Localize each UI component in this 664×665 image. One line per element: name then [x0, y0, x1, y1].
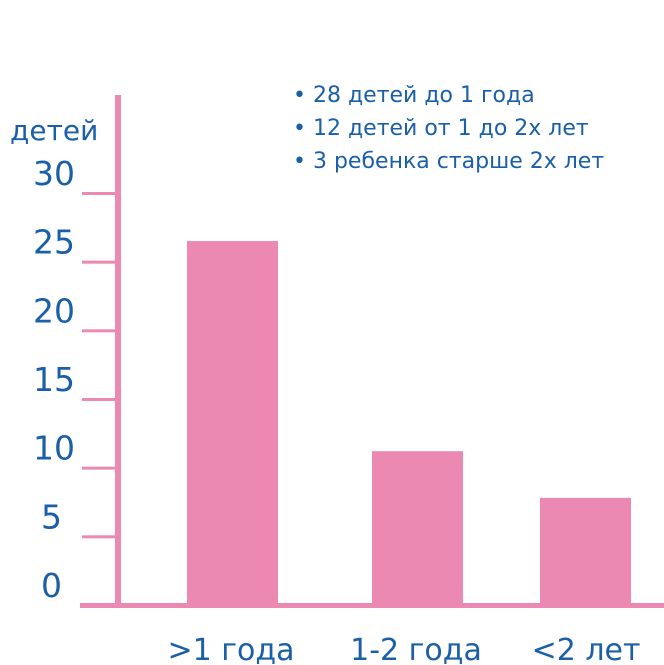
bars — [187, 241, 631, 606]
axes — [80, 95, 664, 608]
y-tick-mark-2 — [82, 466, 118, 470]
y-tick-label-0: 0 — [41, 566, 62, 605]
y-axis-line — [115, 95, 121, 608]
x-axis-line — [80, 603, 664, 608]
x-axis-labels: >1 года 1-2 года <2 лет — [167, 633, 640, 665]
y-tick-mark-4 — [82, 329, 118, 333]
y-tick-label-2: 10 — [33, 429, 75, 468]
notes-legend: • 28 детей до 1 года • 12 детей от 1 до … — [293, 83, 604, 174]
y-tick-label-6: 30 — [33, 154, 75, 193]
y-axis-label: детей — [10, 114, 98, 147]
y-tick-mark-6 — [82, 192, 118, 195]
y-tick-mark-5 — [82, 260, 118, 264]
y-tick-label-4: 20 — [33, 291, 75, 330]
bar-1 — [372, 451, 463, 605]
note-1-to-2-years: • 12 детей от 1 до 2х лет — [293, 116, 589, 141]
note-under-1-year: • 28 детей до 1 года — [293, 83, 535, 108]
x-tick-label-0: >1 года — [167, 633, 294, 665]
y-axis-ticks: 0 5 10 15 20 25 30 — [33, 154, 75, 605]
bar-2 — [540, 497, 631, 605]
y-tick-mark-3 — [82, 398, 118, 401]
x-tick-label-1: 1-2 года — [350, 633, 482, 665]
y-tick-label-3: 15 — [33, 360, 75, 399]
y-tick-label-5: 25 — [33, 223, 75, 262]
note-over-2-years: • 3 ребенка старше 2х лет — [293, 149, 604, 174]
x-tick-label-2: <2 лет — [532, 633, 641, 665]
y-tick-mark-1 — [82, 535, 118, 539]
bar-0 — [187, 241, 278, 606]
y-tick-label-1: 5 — [41, 497, 62, 536]
